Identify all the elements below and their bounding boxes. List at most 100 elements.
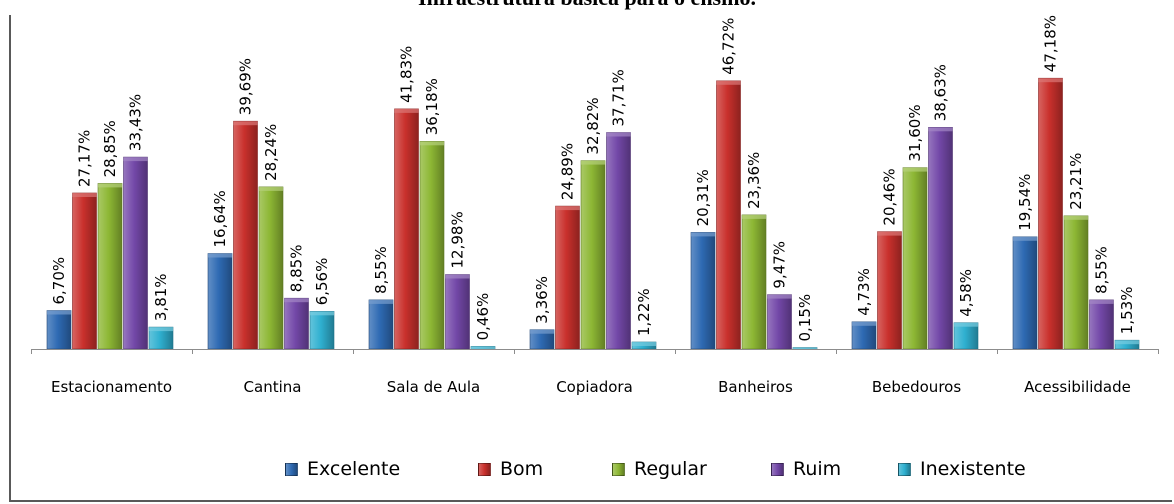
bar-cap: [903, 167, 927, 172]
bar-cap: [369, 299, 393, 304]
bar-cap: [852, 321, 876, 326]
category-label: Banheiros: [718, 378, 793, 396]
bar-ruim-4: [767, 294, 792, 350]
bar-cap: [420, 141, 444, 146]
bar-cap: [149, 327, 173, 332]
bar-inexistente-5: [953, 322, 979, 350]
legend-item-ruim: Ruim: [771, 458, 841, 480]
data-label: 28,85%: [101, 120, 119, 177]
bar-cap: [691, 232, 715, 237]
bar-excelente-5: [851, 321, 877, 350]
bar-bom-1: [233, 120, 258, 350]
bar-cap: [1089, 299, 1114, 304]
bar-cap: [233, 121, 258, 126]
bar-bom-6: [1038, 77, 1063, 350]
bar-ruim-3: [606, 132, 631, 350]
bar-cap: [1038, 78, 1063, 83]
legend-item-excelente: Excelente: [285, 458, 400, 480]
data-label: 32,82%: [584, 97, 602, 154]
data-label: 47,18%: [1042, 15, 1060, 72]
data-label: 27,17%: [76, 130, 94, 187]
data-label: 3,36%: [533, 276, 551, 324]
bar-cap: [98, 183, 122, 188]
chart-frame: [9, 15, 1172, 502]
legend-item-bom: Bom: [478, 458, 543, 480]
data-label: 0,46%: [474, 293, 492, 341]
bar-cap: [310, 311, 334, 316]
data-label: 23,36%: [745, 152, 763, 209]
data-label: 41,83%: [398, 46, 416, 103]
data-label: 8,85%: [288, 245, 306, 293]
data-label: 0,15%: [796, 294, 814, 342]
bar-ruim-6: [1089, 299, 1114, 350]
bar-bom-0: [72, 192, 97, 350]
bar-cap: [1115, 340, 1139, 345]
legend-swatch: [612, 462, 625, 476]
bar-excelente-1: [207, 253, 233, 350]
data-label: 6,70%: [50, 257, 68, 305]
data-label: 24,89%: [559, 143, 577, 200]
data-label: 31,60%: [906, 104, 924, 161]
bar-cap: [1064, 215, 1088, 220]
bar-ruim-1: [284, 297, 309, 350]
data-label: 9,47%: [771, 241, 789, 289]
data-label: 1,22%: [635, 288, 653, 336]
legend-swatch: [898, 462, 911, 476]
legend-swatch: [771, 462, 784, 476]
bar-cap: [877, 231, 902, 236]
bar-regular-6: [1063, 215, 1089, 350]
bar-cap: [767, 294, 792, 299]
bar-cap: [555, 206, 580, 211]
data-label: 46,72%: [720, 18, 738, 75]
data-label: 8,55%: [1093, 246, 1111, 294]
data-label: 1,53%: [1118, 287, 1136, 335]
category-label: Estacionamento: [51, 378, 172, 396]
legend-item-regular: Regular: [612, 458, 707, 480]
legend-label: Excelente: [307, 458, 401, 480]
data-label: 4,58%: [957, 269, 975, 317]
data-label: 39,69%: [237, 58, 255, 115]
bar-cap: [123, 157, 148, 162]
bar-cap: [581, 160, 605, 165]
legend-item-inexistente: Inexistente: [898, 458, 1026, 480]
category-label: Cantina: [244, 378, 302, 396]
bar-cap: [606, 132, 631, 137]
data-label: 20,46%: [881, 168, 899, 225]
bar-bom-5: [877, 231, 902, 350]
category-label: Acessibilidade: [1024, 378, 1131, 396]
bar-cap: [632, 342, 656, 346]
legend-label: Ruim: [793, 458, 842, 480]
bar-regular-2: [419, 141, 445, 350]
data-label: 33,43%: [127, 94, 145, 151]
bar-ruim-5: [928, 127, 953, 350]
data-label: 3,81%: [152, 273, 170, 321]
category-label: Copiadora: [556, 378, 633, 396]
legend-label: Bom: [500, 458, 544, 480]
bar-cap: [530, 329, 554, 334]
data-label: 38,63%: [932, 64, 950, 121]
bar-regular-4: [741, 214, 767, 350]
bar-ruim-0: [123, 156, 148, 350]
data-label: 20,31%: [694, 169, 712, 226]
data-label: 12,98%: [449, 211, 467, 268]
bar-ruim-2: [445, 274, 470, 350]
bar-cap: [716, 80, 741, 85]
data-label: 19,54%: [1016, 174, 1034, 231]
category-label: Bebedouros: [872, 378, 961, 396]
bar-regular-0: [97, 183, 123, 350]
chart-legend: Excelente Bom Regular Ruim Inexistente: [0, 458, 1174, 484]
data-label: 6,56%: [313, 258, 331, 306]
bar-cap: [394, 108, 419, 113]
bar-bom-2: [394, 108, 419, 350]
legend-swatch: [478, 462, 491, 476]
data-label: 37,71%: [610, 69, 628, 126]
bar-bom-3: [555, 205, 580, 350]
bar-bom-4: [716, 80, 741, 350]
bar-inexistente-1: [309, 310, 335, 350]
bar-cap: [284, 298, 309, 303]
data-label: 4,73%: [855, 268, 873, 316]
category-label: Sala de Aula: [387, 378, 481, 396]
bar-cap: [928, 127, 953, 132]
bar-cap: [445, 274, 470, 279]
